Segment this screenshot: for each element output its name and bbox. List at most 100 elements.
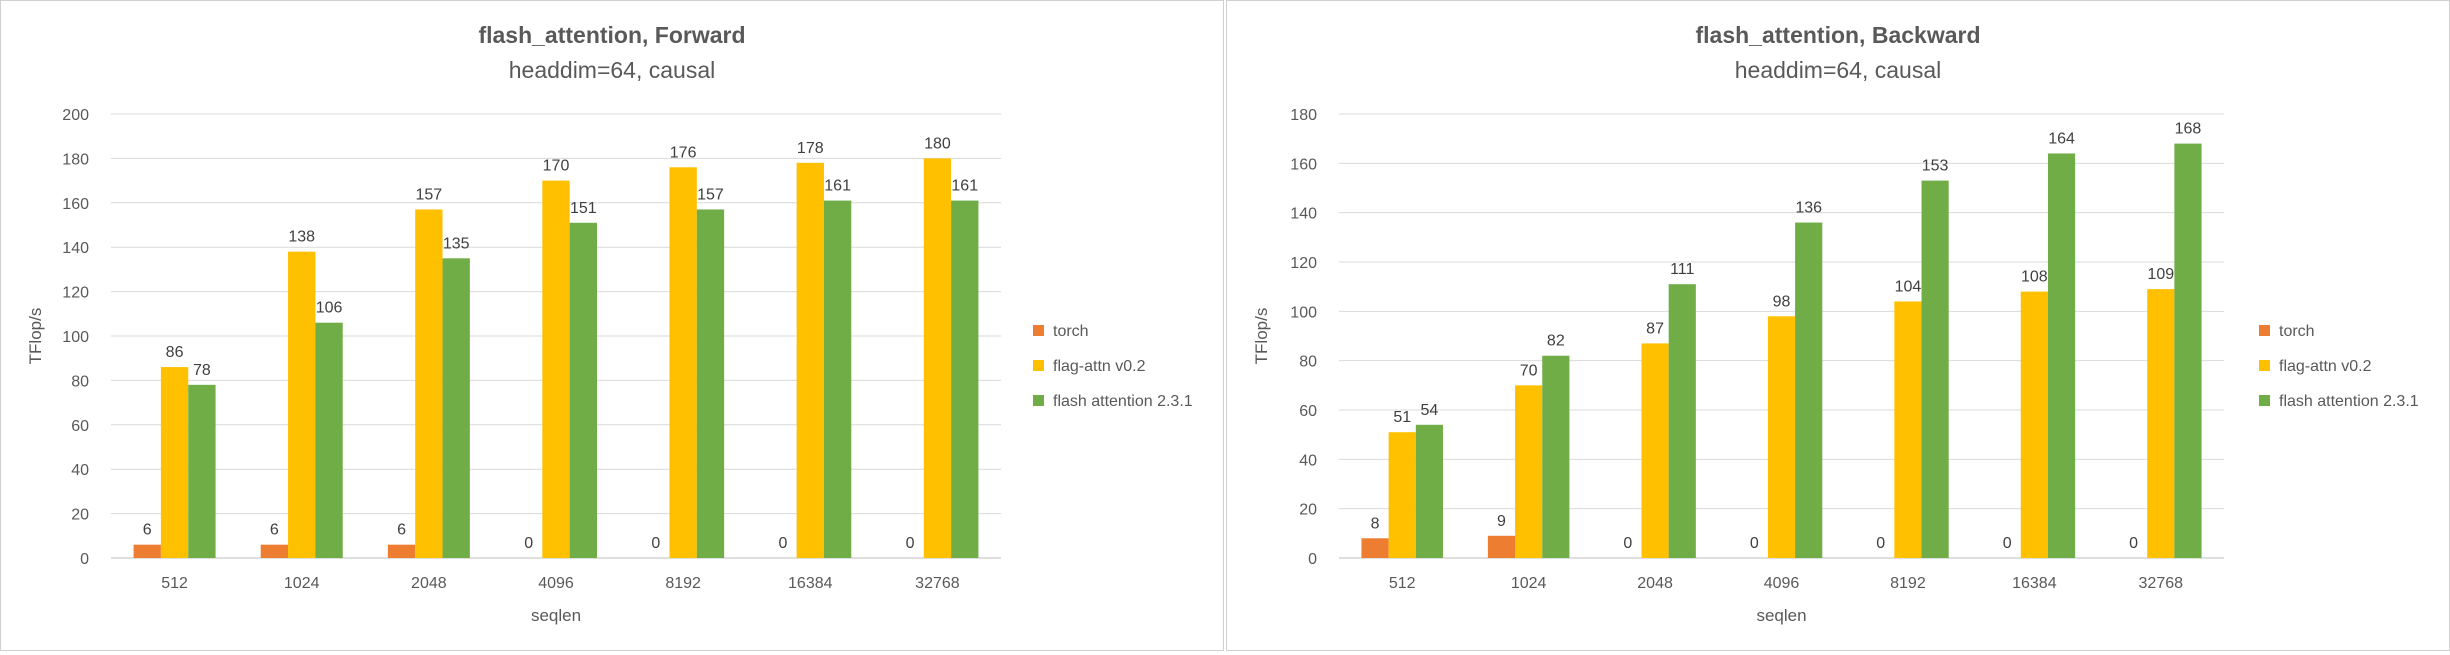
data-label: 86 bbox=[166, 344, 184, 361]
bar bbox=[923, 158, 952, 558]
y-axis-title: TFlop/s bbox=[26, 308, 45, 365]
bar bbox=[2174, 143, 2202, 558]
bar bbox=[823, 200, 852, 558]
data-label: 54 bbox=[1420, 402, 1438, 419]
y-tick-label: 140 bbox=[1290, 206, 1317, 223]
y-tick-label: 0 bbox=[1308, 551, 1317, 568]
data-label: 6 bbox=[143, 522, 152, 539]
y-tick-label: 60 bbox=[1299, 403, 1317, 420]
bar bbox=[188, 384, 216, 558]
data-label: 138 bbox=[288, 229, 315, 246]
legend-label: flag-attn v0.2 bbox=[2279, 358, 2372, 375]
data-label: 135 bbox=[443, 235, 470, 252]
y-tick-label: 20 bbox=[71, 507, 89, 524]
data-label: 0 bbox=[1750, 535, 1759, 552]
backward-chart-panel: flash_attention, Backward headdim=64, cau… bbox=[1226, 0, 2450, 651]
legend-label: flash attention 2.3.1 bbox=[1053, 393, 1193, 410]
bar bbox=[1415, 424, 1443, 558]
bar bbox=[796, 162, 824, 558]
y-tick-label: 160 bbox=[62, 196, 89, 213]
data-label: 98 bbox=[1773, 293, 1791, 310]
data-label: 164 bbox=[2048, 130, 2075, 147]
y-tick-label: 120 bbox=[1290, 255, 1317, 272]
data-label: 111 bbox=[1670, 261, 1694, 278]
forward-chart: flash_attention, Forward headdim=64, caus… bbox=[26, 22, 1193, 625]
y-tick-label: 200 bbox=[62, 107, 89, 124]
bar bbox=[2147, 289, 2175, 558]
x-axis-title: seqlen bbox=[531, 606, 581, 625]
y-tick-label: 40 bbox=[1299, 452, 1317, 469]
x-tick-label: 16384 bbox=[788, 575, 833, 592]
bar bbox=[542, 180, 570, 558]
data-label: 136 bbox=[1795, 200, 1822, 217]
y-tick-label: 80 bbox=[71, 373, 89, 390]
data-label: 0 bbox=[524, 535, 533, 552]
bar bbox=[1641, 343, 1669, 558]
data-label: 70 bbox=[1520, 362, 1538, 379]
data-label: 6 bbox=[397, 522, 406, 539]
y-tick-label: 60 bbox=[71, 418, 89, 435]
data-label: 0 bbox=[2003, 535, 2012, 552]
legend-label: flash attention 2.3.1 bbox=[2279, 393, 2419, 410]
data-label: 161 bbox=[824, 178, 851, 195]
bar bbox=[696, 209, 725, 558]
data-label: 78 bbox=[193, 362, 211, 379]
y-tick-label: 20 bbox=[1299, 502, 1317, 519]
data-label: 157 bbox=[416, 186, 443, 203]
data-label: 161 bbox=[951, 178, 978, 195]
data-label: 180 bbox=[924, 135, 951, 152]
x-tick-label: 1024 bbox=[1511, 575, 1547, 592]
bar bbox=[1668, 284, 1696, 558]
x-tick-label: 512 bbox=[161, 575, 188, 592]
data-label: 0 bbox=[1876, 535, 1885, 552]
x-tick-label: 4096 bbox=[538, 575, 574, 592]
y-axis-title: TFlop/s bbox=[1252, 308, 1271, 365]
y-tick-label: 40 bbox=[71, 462, 89, 479]
data-label: 87 bbox=[1646, 320, 1664, 337]
data-label: 82 bbox=[1547, 333, 1565, 350]
bar bbox=[315, 322, 343, 558]
data-label: 108 bbox=[2021, 269, 2048, 286]
data-label: 104 bbox=[1895, 278, 1922, 295]
bar bbox=[415, 209, 443, 558]
x-tick-label: 2048 bbox=[1637, 575, 1673, 592]
bar bbox=[2047, 153, 2076, 558]
legend-swatch bbox=[1033, 395, 1044, 406]
y-tick-label: 100 bbox=[1290, 304, 1317, 321]
data-label: 9 bbox=[1497, 513, 1506, 530]
bar bbox=[1361, 538, 1389, 558]
x-tick-label: 16384 bbox=[2012, 575, 2057, 592]
data-label: 51 bbox=[1393, 409, 1411, 426]
bar bbox=[387, 544, 416, 558]
bar bbox=[569, 222, 598, 558]
bar bbox=[669, 167, 697, 558]
data-label: 0 bbox=[2129, 535, 2138, 552]
x-tick-label: 8192 bbox=[1890, 575, 1926, 592]
x-tick-label: 32768 bbox=[915, 575, 960, 592]
data-label: 0 bbox=[778, 535, 787, 552]
data-label: 170 bbox=[543, 158, 570, 175]
legend-label: torch bbox=[1053, 323, 1089, 340]
y-tick-label: 140 bbox=[62, 240, 89, 257]
bar bbox=[1388, 432, 1416, 558]
data-label: 0 bbox=[906, 535, 915, 552]
chart-title: flash_attention, Backward bbox=[1695, 22, 1980, 48]
bar bbox=[1487, 535, 1516, 558]
x-tick-label: 32768 bbox=[2139, 575, 2184, 592]
data-label: 151 bbox=[570, 200, 597, 217]
y-tick-label: 80 bbox=[1299, 354, 1317, 371]
legend-swatch bbox=[1033, 360, 1044, 371]
y-tick-label: 180 bbox=[62, 151, 89, 168]
x-axis-title: seqlen bbox=[1756, 606, 1806, 625]
x-tick-label: 512 bbox=[1389, 575, 1416, 592]
data-label: 0 bbox=[1623, 535, 1632, 552]
data-label: 106 bbox=[316, 300, 343, 317]
data-label: 153 bbox=[1922, 158, 1949, 175]
data-label: 176 bbox=[670, 144, 697, 161]
x-tick-label: 2048 bbox=[411, 575, 447, 592]
bar bbox=[160, 367, 189, 558]
y-tick-label: 180 bbox=[1290, 107, 1317, 124]
chart-subtitle: headdim=64, causal bbox=[509, 57, 716, 83]
bar bbox=[133, 544, 161, 558]
